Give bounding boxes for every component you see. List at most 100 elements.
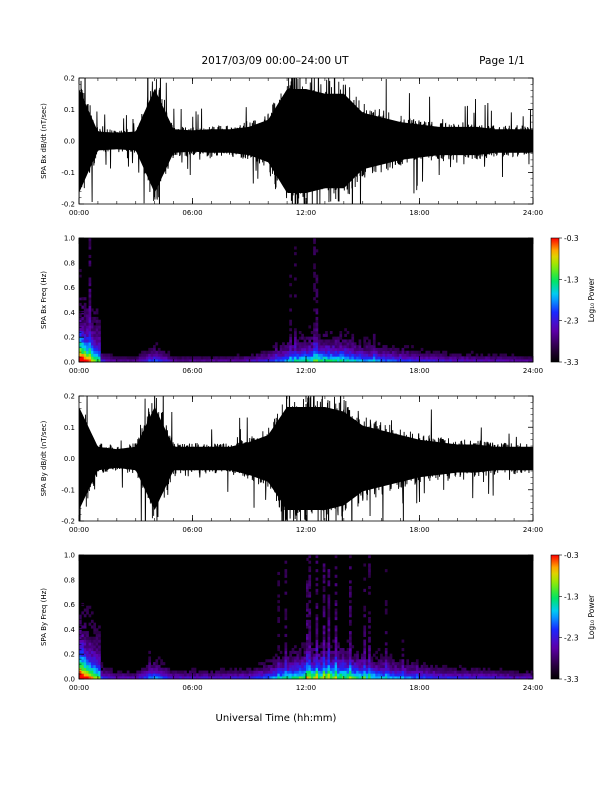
spectrogram-cell [322, 659, 326, 663]
spectrogram-cell [224, 673, 228, 677]
spectrogram-cell [423, 359, 426, 363]
spectrogram-cell [81, 642, 85, 646]
spectrogram-cell [294, 356, 297, 360]
spectrogram-cell [432, 667, 436, 671]
spectrogram-cell [148, 659, 151, 663]
spectrogram-cell [509, 670, 512, 674]
spectrogram-cell [516, 676, 519, 680]
spectrogram-cell [365, 336, 369, 340]
spectrogram-cell [427, 356, 431, 360]
spectrogram-cell [332, 676, 335, 680]
spectrogram-cell [353, 659, 357, 663]
spectrogram-cell [411, 359, 414, 363]
spectrogram-cell [327, 600, 331, 604]
spectrogram-cell [370, 670, 374, 674]
spectrogram-cell [284, 611, 288, 615]
spectrogram-cell [255, 673, 259, 677]
y-tick-label: -0.2 [61, 201, 75, 209]
spectrogram-cell [332, 345, 335, 349]
spectrogram-cell [408, 673, 412, 677]
spectrogram-cell [114, 676, 118, 680]
spectrogram-cell [394, 662, 398, 666]
spectrogram-cell [210, 676, 214, 680]
spectrogram-cell [382, 670, 386, 674]
spectrogram-cell [363, 673, 367, 677]
spectrogram-cell [100, 676, 104, 680]
panel-by-waveform: 00:00 06:00 12:00 18:00 24:000.20.10.0-0.1-0… [40, 393, 543, 535]
spectrogram-cell [83, 353, 87, 357]
spectrogram-cell [270, 350, 273, 354]
spectrogram-cell [332, 656, 335, 660]
spectrogram-cell [277, 580, 281, 584]
spectrogram-cell [387, 656, 390, 660]
spectrogram-cell [289, 308, 292, 312]
spectrogram-cell [200, 676, 204, 680]
spectrogram-cell [90, 316, 94, 321]
spectrogram-cell [298, 353, 302, 357]
spectrogram-cell [167, 356, 171, 360]
spectrogram-cell [365, 676, 369, 680]
spectrogram-cell [432, 353, 436, 357]
spectrogram-cell [315, 555, 319, 559]
spectrogram-cell [93, 328, 97, 332]
spectrogram-cell [382, 353, 386, 357]
spectrogram-cell [368, 670, 371, 674]
spectrogram-cell [384, 662, 388, 666]
colorbar [550, 554, 560, 680]
spectrogram-cell [511, 353, 515, 357]
spectrogram-cell [155, 356, 159, 360]
spectrogram-cell [353, 664, 357, 669]
spectrogram-cell [382, 359, 386, 363]
spectrogram-cell [277, 600, 281, 604]
spectrogram-cell [81, 359, 85, 363]
spectrogram-cell [315, 342, 319, 346]
spectrogram-cell [315, 274, 319, 278]
spectrogram-cell [315, 617, 319, 621]
spectrogram-cell [406, 667, 410, 671]
spectrogram-cell [399, 673, 402, 677]
spectrogram-cell [389, 356, 393, 360]
spectrogram-cell [322, 670, 326, 674]
spectrogram-cell [277, 645, 281, 649]
spectrogram-cell [408, 676, 412, 680]
spectrogram-cell [413, 664, 417, 669]
spectrogram-cell [100, 359, 104, 363]
spectrogram-cell [363, 356, 367, 360]
spectrogram-cell [267, 676, 271, 680]
spectrogram-cell [179, 676, 183, 680]
spectrogram-cell [174, 673, 178, 677]
spectrogram-cell [79, 269, 82, 273]
spectrogram-cell [83, 667, 87, 671]
spectrogram-cell [98, 353, 101, 357]
spectrogram-cell [387, 659, 390, 663]
spectrogram-cell [306, 583, 309, 587]
spectrogram-cell [337, 645, 340, 649]
spectrogram-cell [157, 656, 161, 660]
spectrogram-cell [382, 656, 386, 660]
spectrogram-cell [262, 359, 266, 363]
spectrogram-cell [298, 670, 302, 674]
spectrogram-cell [380, 353, 383, 357]
spectrogram-cell [454, 676, 457, 680]
spectrogram-cell [143, 356, 147, 360]
spectrogram-cell [229, 676, 233, 680]
spectrogram-cell [377, 347, 381, 352]
spectrogram-cell [303, 676, 307, 680]
spectrogram-cell [365, 670, 369, 674]
y-tick-label: 0.8 [64, 259, 75, 267]
spectrogram-cell [349, 656, 352, 660]
spectrogram-cell [396, 664, 400, 669]
spectrogram-cell [308, 574, 312, 578]
spectrogram-cell [325, 656, 328, 660]
spectrogram-cell [509, 359, 512, 363]
spectrogram-cell [332, 653, 335, 657]
spectrogram-cell [334, 667, 338, 671]
spectrogram-cell [442, 667, 445, 671]
spectrogram-cell [377, 356, 381, 360]
spectrogram-cell [372, 667, 376, 671]
spectrogram-cell [205, 676, 209, 680]
spectrogram-cell [337, 356, 340, 360]
spectrogram-cell [88, 319, 92, 323]
spectrogram-cell [423, 670, 426, 674]
spectrogram-cell [380, 350, 383, 354]
